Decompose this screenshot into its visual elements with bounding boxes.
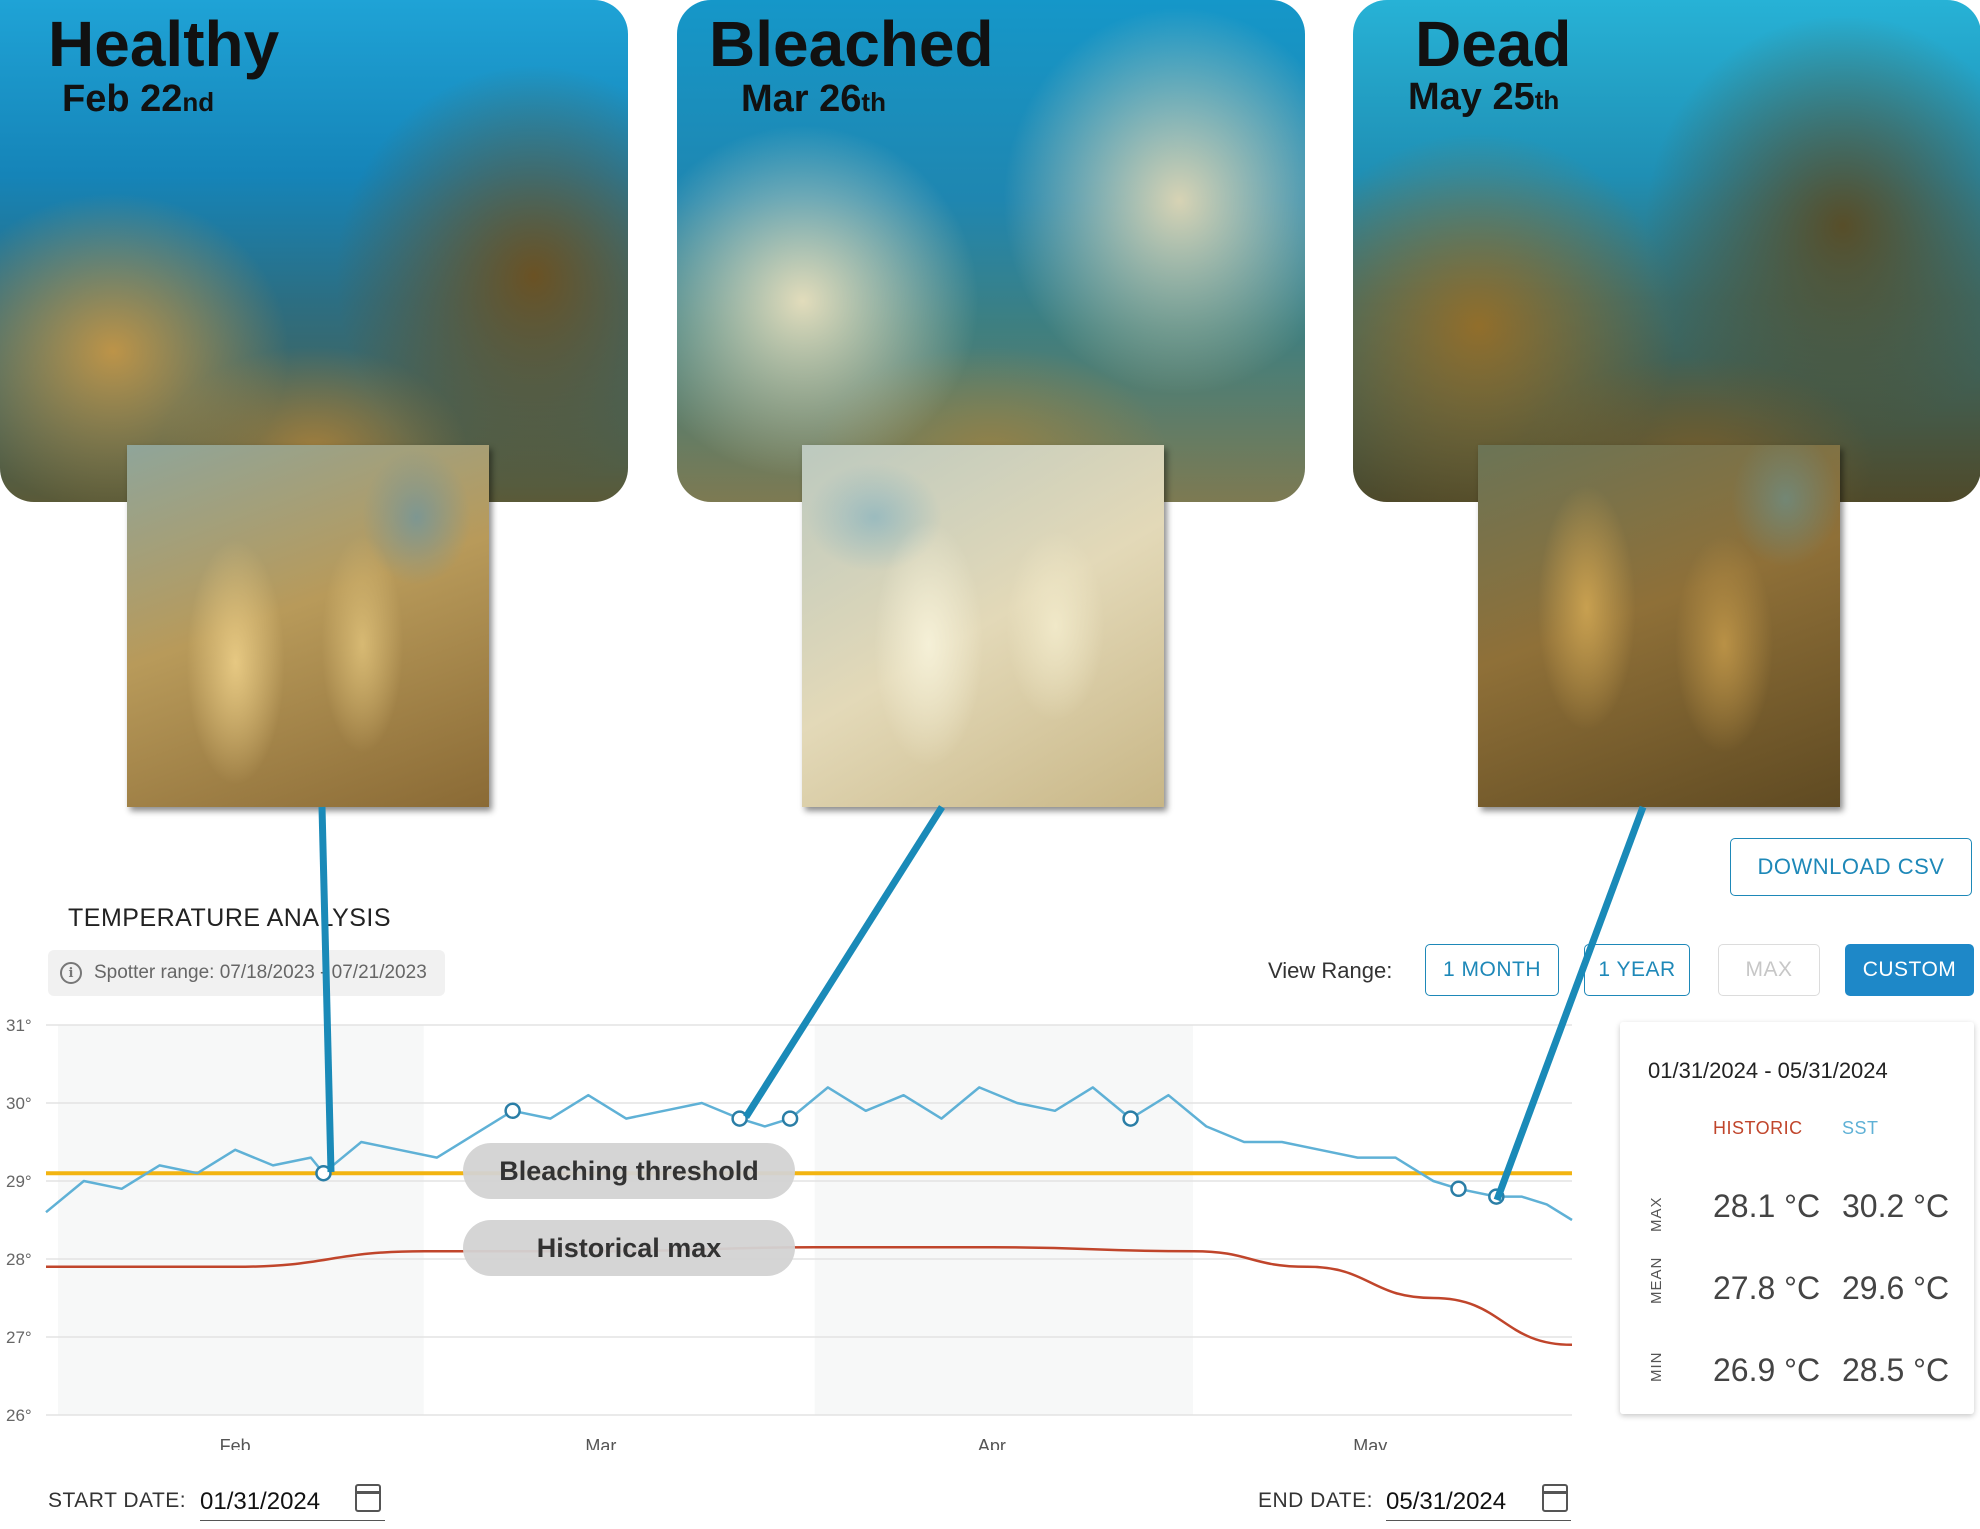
spotter-range-text: Spotter range: 07/18/2023 - 07/21/2023 xyxy=(94,962,427,983)
end-date-input[interactable]: 05/31/2024 xyxy=(1386,1488,1571,1521)
sst-min-value: 28.5 °C xyxy=(1842,1352,1950,1388)
calendar-icon[interactable] xyxy=(1542,1484,1568,1512)
download-csv-button[interactable]: DOWNLOAD CSV xyxy=(1730,838,1972,896)
x-tick-label: Feb xyxy=(220,1436,251,1450)
photo-title: Bleached xyxy=(709,8,994,80)
month-band xyxy=(58,1025,424,1415)
y-axis-ticks: 26° 27° 28° 29° 30° 31° xyxy=(6,1016,32,1425)
sst-marker xyxy=(731,1110,748,1127)
historical-max-label: Historical max xyxy=(537,1233,722,1263)
range-1-year-button[interactable]: 1 YEAR xyxy=(1584,944,1690,996)
x-tick-label: Apr xyxy=(978,1436,1006,1450)
section-title: TEMPERATURE ANALYSIS xyxy=(68,904,392,932)
x-tick-label: May xyxy=(1353,1436,1387,1450)
y-tick-label: 28° xyxy=(6,1250,32,1269)
range-custom-button[interactable]: CUSTOM xyxy=(1845,944,1974,996)
bleaching-threshold-pill xyxy=(463,1143,795,1199)
spotter-range-chip: i Spotter range: 07/18/2023 - 07/21/2023 xyxy=(48,950,445,996)
dead-coral-closeup xyxy=(1478,445,1840,807)
temperature-chart: 26° 27° 28° 29° 30° 31° Feb Mar Apr May Bleachin… xyxy=(6,1016,1573,1450)
x-tick-label: Mar xyxy=(585,1436,616,1450)
historic-mean-value: 27.8 °C xyxy=(1713,1270,1821,1306)
mean-row-label: MEAN xyxy=(1648,1256,1665,1304)
y-tick-label: 30° xyxy=(6,1094,32,1113)
sst-marker xyxy=(315,1164,332,1182)
sst-mean-value: 29.6 °C xyxy=(1842,1270,1950,1306)
sst-max-value: 30.2 °C xyxy=(1842,1188,1950,1224)
end-date-label: END DATE: xyxy=(1258,1489,1373,1512)
historical-max-pill xyxy=(463,1220,795,1276)
bleached-coral-photo: Bleached Mar 26th xyxy=(677,0,1305,502)
y-tick-label: 29° xyxy=(6,1172,32,1191)
sst-marker xyxy=(1488,1188,1505,1205)
historic-max-value: 28.1 °C xyxy=(1713,1188,1821,1224)
start-date-label: START DATE: xyxy=(48,1489,187,1512)
range-1-month-button[interactable]: 1 MONTH xyxy=(1425,944,1559,996)
y-tick-label: 31° xyxy=(6,1016,32,1035)
month-band xyxy=(814,1025,1194,1415)
view-range-label: View Range: xyxy=(1268,958,1393,983)
bleaching-threshold-label: Bleaching threshold xyxy=(499,1156,759,1186)
sst-marker xyxy=(1122,1110,1139,1127)
photo-date: Mar 26th xyxy=(741,78,886,120)
range-max-button[interactable]: MAX xyxy=(1718,944,1820,996)
photo-date: Feb 22nd xyxy=(62,78,215,120)
max-row-label: MAX xyxy=(1648,1196,1665,1232)
photo-title: Dead xyxy=(1415,8,1572,80)
historic-line xyxy=(45,1246,1573,1347)
sst-column-header: SST xyxy=(1842,1118,1879,1138)
dead-coral-photo: Dead May 25th xyxy=(1353,0,1980,502)
stats-date-range: 01/31/2024 - 05/31/2024 xyxy=(1648,1058,1888,1083)
sst-marker xyxy=(781,1110,799,1127)
min-row-label: MIN xyxy=(1648,1351,1665,1383)
photo-title: Healthy xyxy=(48,8,280,80)
start-date-input[interactable]: 01/31/2024 xyxy=(200,1488,385,1521)
info-icon: i xyxy=(60,962,82,984)
historic-column-header: HISTORIC xyxy=(1713,1118,1803,1138)
photo-date: May 25th xyxy=(1408,76,1560,118)
y-tick-label: 27° xyxy=(6,1328,32,1347)
x-axis-ticks: Feb Mar Apr May xyxy=(220,1436,1388,1450)
calendar-icon[interactable] xyxy=(355,1484,381,1512)
sst-marker xyxy=(504,1102,521,1120)
historic-min-value: 26.9 °C xyxy=(1713,1352,1821,1388)
sst-marker xyxy=(1450,1180,1467,1198)
bleached-coral-closeup xyxy=(802,445,1164,807)
y-tick-label: 26° xyxy=(6,1406,32,1425)
healthy-coral-closeup xyxy=(127,445,489,807)
healthy-coral-photo: Healthy Feb 22nd xyxy=(0,0,628,502)
stats-card: 01/31/2024 - 05/31/2024 HISTORIC SST MAX… xyxy=(1620,1022,1974,1414)
